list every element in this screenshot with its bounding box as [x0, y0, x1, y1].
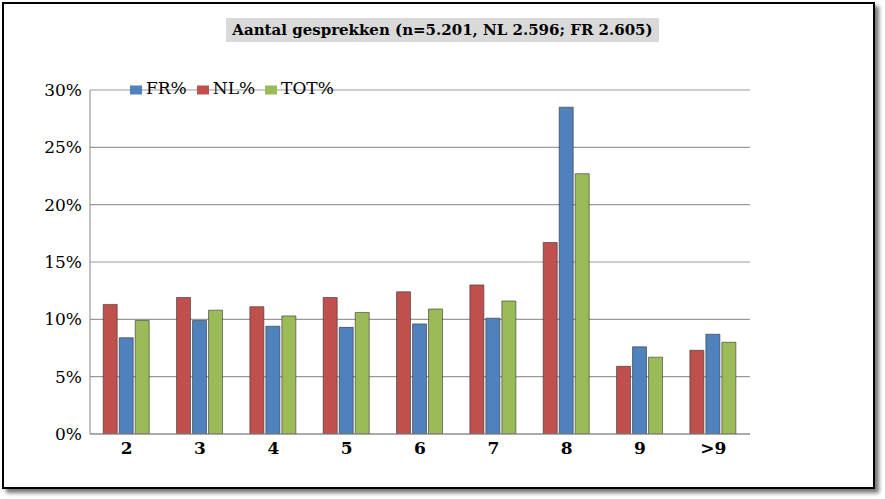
svg-text:2: 2	[121, 438, 133, 458]
html-text:TOT%: TOT%	[281, 78, 334, 98]
svg-text:5%: 5%	[55, 367, 82, 387]
svg-text:>9: >9	[700, 438, 726, 458]
html-text:FR%: FR%	[146, 78, 187, 98]
svg-text:0%: 0%	[55, 424, 82, 444]
svg-text:5: 5	[341, 438, 353, 458]
svg-text:3: 3	[194, 438, 206, 458]
html-text:Aantal gesprekken (n=5.201, NL: Aantal gesprekken (n=5.201, NL 2.596; FR…	[232, 21, 653, 39]
svg-text:7: 7	[487, 438, 499, 458]
html-text:NL%: NL%	[212, 78, 256, 98]
svg-text:4: 4	[267, 438, 279, 458]
svg-text:20%: 20%	[44, 195, 82, 215]
svg-text:8: 8	[561, 438, 573, 458]
svg-text:30%: 30%	[44, 80, 82, 100]
svg-text:15%: 15%	[44, 252, 82, 272]
svg-text:10%: 10%	[44, 309, 82, 329]
svg-text:6: 6	[414, 438, 426, 458]
svg-text:25%: 25%	[44, 137, 82, 157]
svg-text:9: 9	[634, 438, 646, 458]
